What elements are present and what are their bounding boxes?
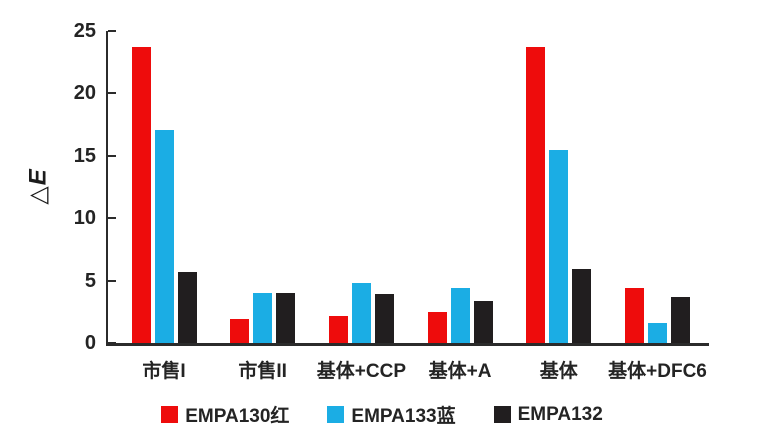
bar-series-1 — [526, 47, 546, 343]
y-axis-tick-label: 15 — [73, 144, 96, 167]
bar-series-1 — [427, 311, 447, 343]
legend-label: EMPA133蓝 — [351, 406, 456, 427]
bar-series-2 — [154, 129, 174, 343]
legend-label: EMPA132 — [517, 403, 603, 425]
bar-series-3 — [374, 294, 394, 343]
bar-group: 基体+A — [427, 31, 493, 382]
y-axis-tick-label: 0 — [84, 332, 96, 354]
bar-series-3 — [473, 300, 493, 343]
y-axis-tick — [108, 217, 116, 220]
bar-group: 基体+CCP — [317, 31, 406, 382]
y-axis-tick-label: 5 — [84, 269, 96, 292]
x-axis-category-label: 基体+CCP — [316, 361, 406, 382]
bar-series-2 — [648, 323, 667, 343]
bar-group: 基体 — [526, 31, 592, 382]
y-axis-tick — [108, 92, 116, 95]
bar-series-2 — [351, 283, 371, 343]
x-axis-category-label: 基体+A — [428, 361, 492, 382]
bar-series-3 — [572, 269, 592, 343]
bar-series-2 — [253, 293, 273, 343]
bar-group: 市售II — [230, 31, 296, 382]
legend: EMPA130红 EMPA133蓝 EMPA132 — [0, 401, 764, 428]
bar-series-3 — [671, 296, 690, 343]
legend-item: EMPA132 — [493, 403, 603, 426]
bar-group: 市售I — [131, 31, 197, 382]
legend-item: EMPA133蓝 — [327, 401, 456, 428]
bar-group: 基体+DFC6 — [608, 31, 707, 382]
plot-area: 0 5 10 15 20 25 市售I 市售II 基体+CCP 基体+A 基体 基体+DFC6 — [74, 21, 709, 382]
legend-swatch-icon — [493, 406, 511, 423]
y-axis-tick — [108, 342, 116, 344]
bar-series-1 — [230, 319, 250, 343]
y-axis-tick-label: 20 — [73, 82, 96, 105]
bar-series-1 — [625, 288, 644, 343]
bar-series-3 — [177, 271, 197, 343]
legend-swatch-icon — [327, 406, 345, 423]
y-axis-label: △E — [24, 168, 52, 205]
x-axis-category-label: 市售I — [142, 361, 186, 382]
legend-label: EMPA130红 — [185, 406, 290, 427]
bar-series-1 — [131, 47, 151, 343]
y-axis-tick-label: 10 — [73, 207, 96, 230]
legend-item: EMPA130红 — [161, 401, 289, 428]
bar-series-1 — [328, 315, 348, 343]
bar-series-3 — [276, 293, 296, 343]
y-axis-tick-label: 25 — [73, 20, 96, 42]
y-axis-tick — [108, 154, 116, 157]
x-axis-category-label: 基体 — [539, 361, 578, 382]
bar-series-2 — [450, 288, 470, 343]
x-axis-category-label: 基体+DFC6 — [608, 361, 707, 382]
bar-series-2 — [549, 149, 569, 343]
x-axis-category-label: 市售II — [238, 361, 287, 382]
legend-swatch-icon — [161, 406, 179, 423]
y-axis-tick — [108, 279, 116, 282]
y-axis-tick — [108, 30, 116, 32]
